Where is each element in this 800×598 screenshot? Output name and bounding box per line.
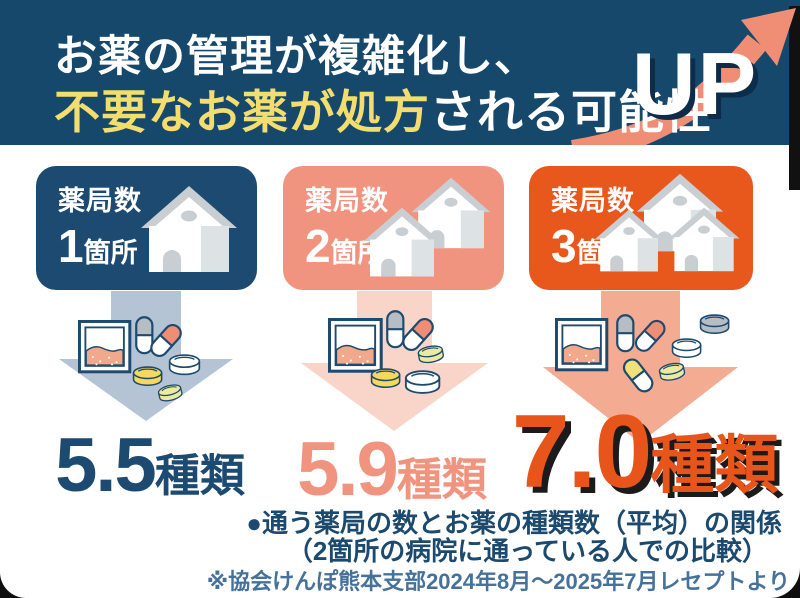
med-types-value: 7.0 <box>511 394 653 510</box>
tablet-icon <box>699 314 730 335</box>
header-title-line2: 不要なお薬が処方される可能性 <box>54 76 712 142</box>
medication-icons <box>327 310 445 394</box>
tablet-icon <box>370 368 401 389</box>
capsule-icon <box>386 310 405 349</box>
powder-packet-icon <box>554 318 609 372</box>
pharmacy-count-label: 薬局数 <box>305 185 389 216</box>
house-icon <box>141 186 237 272</box>
down-arrow <box>59 291 233 421</box>
powder-packet-icon <box>78 320 132 374</box>
capsule-icon <box>619 355 657 396</box>
down-arrow <box>301 291 488 431</box>
med-types-result-1: 5.5種類 <box>25 428 275 504</box>
page-edge-strip <box>789 6 800 190</box>
med-types-unit: 種類 <box>650 429 779 501</box>
up-arrow-swoosh-icon <box>571 8 796 145</box>
header-title-line1: お薬の管理が複雑化し、 <box>54 33 538 81</box>
pharmacy-card-3: 薬局数 3箇所 <box>529 166 753 290</box>
medication-icons <box>554 314 730 396</box>
pharmacy-count-value: 3 <box>551 219 577 272</box>
pharmacy-card-1: 薬局数 1箇所 <box>36 166 257 290</box>
med-types-result-2: 5.9種類 <box>267 432 517 508</box>
tablet-icon <box>156 382 184 404</box>
med-types-unit: 種類 <box>154 450 245 501</box>
med-types-unit: 種類 <box>396 454 487 505</box>
house-icons <box>363 177 491 277</box>
tablet-icon <box>657 360 687 383</box>
tablet-icon <box>132 366 163 387</box>
data-source-note: ※協会けんぽ熊本支部2024年8月～2025年7月レセプトより <box>206 569 790 594</box>
header-rest-text: される可能性 <box>430 86 712 138</box>
capsule-icon <box>135 316 154 355</box>
header-highlight-text: 不要なお薬が処方 <box>54 86 430 138</box>
up-label: UP <box>632 34 759 133</box>
tablet-icon <box>416 343 445 365</box>
pharmacy-count-unit: 箇所 <box>83 237 138 268</box>
tablet-icon <box>168 354 201 376</box>
capsule-icon <box>616 314 635 353</box>
powder-packet-icon <box>327 317 383 373</box>
tablet-icon <box>671 338 702 359</box>
pharmacy-count-row: 1箇所 <box>58 223 142 269</box>
med-types-value: 5.9 <box>297 427 399 512</box>
pharmacy-card-2: 薬局数 2箇所 <box>283 166 504 290</box>
caption-line2: （2箇所の病院に通っている人での比較） <box>286 536 768 566</box>
caption-line1: ●通う薬局の数とお薬の種類数（平均）の関係 <box>246 508 782 538</box>
pharmacy-count-value: 1 <box>58 219 84 272</box>
medication-icons <box>78 316 201 404</box>
pharmacy-count-value: 2 <box>305 219 331 272</box>
pharmacy-count-label: 薬局数 <box>58 185 142 216</box>
capsule-icon <box>631 316 669 356</box>
pharmacy-count-label: 薬局数 <box>551 185 635 216</box>
med-types-value: 5.5 <box>55 423 157 508</box>
tablet-icon <box>404 370 441 394</box>
med-types-result-3: 7.0種類 <box>505 400 785 504</box>
chart-caption: ●通う薬局の数とお薬の種類数（平均）の関係 （2箇所の病院に通っている人での比較… <box>150 509 782 565</box>
house-icons <box>594 173 740 272</box>
pharmacy-card-1-text: 薬局数 1箇所 <box>36 185 142 269</box>
